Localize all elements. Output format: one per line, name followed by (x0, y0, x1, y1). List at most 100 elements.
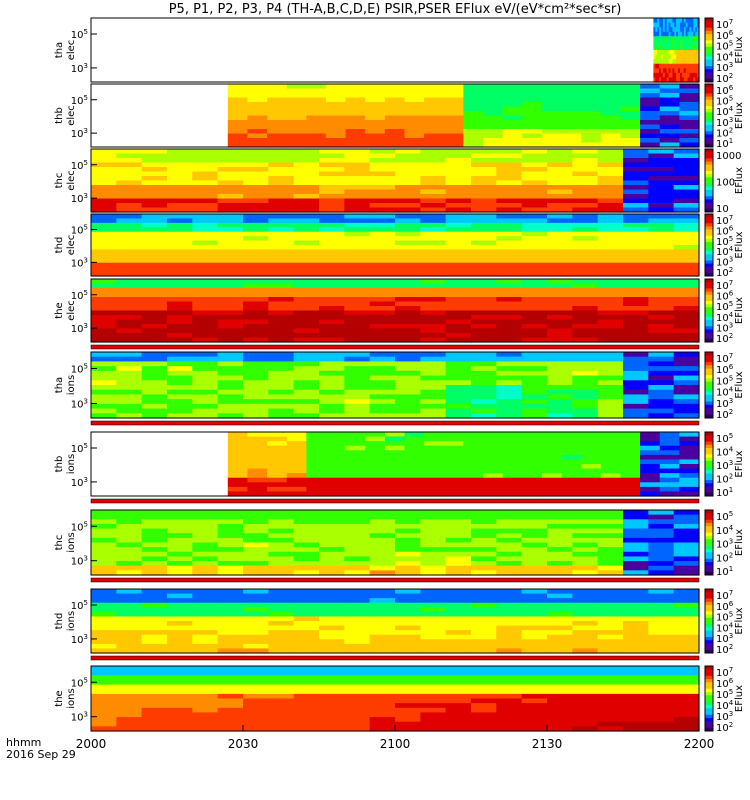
spectrogram-cell (395, 245, 421, 251)
spectrogram-cell (600, 115, 622, 121)
spectrogram-cell (678, 22, 681, 28)
spectrogram-cell (561, 111, 582, 117)
spectrogram-cell (572, 607, 599, 613)
colorbar-segment (705, 568, 713, 573)
spectrogram-cell (572, 262, 599, 268)
spectrogram-cell (648, 510, 675, 516)
spectrogram-cell (167, 721, 193, 727)
spectrogram-cell (600, 84, 622, 90)
spectrogram-cell (541, 482, 563, 488)
spectrogram-cell (547, 408, 573, 414)
panel-ylabel-probe: the (54, 302, 65, 318)
spectrogram-cell (395, 684, 421, 690)
spectrogram-cell (91, 648, 117, 654)
spectrogram-cell (597, 589, 624, 595)
spectrogram-cell (141, 227, 168, 233)
spectrogram-cell (395, 698, 421, 704)
spectrogram-cell (541, 84, 563, 90)
spectrogram-cell (676, 54, 679, 60)
panel-background (91, 18, 699, 82)
spectrogram-cell (597, 510, 624, 516)
colorbar-segment (705, 562, 713, 566)
spectrogram-cell (420, 639, 447, 645)
spectrogram-cell (227, 133, 249, 139)
spectrogram-cell (623, 328, 649, 334)
spectrogram-cell (496, 306, 523, 312)
spectrogram-cell (572, 684, 599, 690)
spectrogram-cell (463, 102, 484, 108)
spectrogram-cell (547, 693, 573, 700)
spectrogram-cell (522, 491, 543, 497)
spectrogram-cell (659, 59, 662, 65)
spectrogram-cell (521, 375, 548, 381)
spectrogram-cell (620, 477, 641, 483)
colorbar-segment (705, 128, 713, 132)
spectrogram-cell (561, 459, 582, 465)
spectrogram-cell (483, 459, 504, 465)
spectrogram-cell (471, 403, 497, 410)
spectrogram-cell (268, 721, 295, 727)
spectrogram-cell (116, 510, 143, 516)
spectrogram-cell (471, 537, 497, 544)
spectrogram-cell (597, 288, 624, 294)
spectrogram-cell (597, 262, 624, 268)
spectrogram-cell (420, 176, 447, 182)
spectrogram-cell (420, 352, 447, 358)
spectrogram-cell (369, 670, 396, 676)
spectrogram-cell (561, 436, 582, 442)
spectrogram-cell (673, 593, 700, 599)
spectrogram-cell (319, 171, 345, 177)
spectrogram-cell (659, 111, 680, 117)
spectrogram-cell (673, 279, 700, 285)
spectrogram-cell (676, 68, 679, 74)
spectrogram-cell (547, 394, 573, 400)
spectrogram-cell (471, 385, 497, 391)
spectrogram-cell (243, 149, 269, 155)
spectrogram-cell (445, 670, 472, 676)
spectrogram-cell (293, 556, 320, 562)
spectrogram-cell (674, 45, 677, 51)
spectrogram-cell (369, 385, 396, 391)
spectrogram-cell (227, 124, 249, 130)
spectrogram-cell (395, 301, 421, 307)
spectrogram-cell (502, 138, 523, 144)
spectrogram-cell (268, 207, 295, 213)
spectrogram-cell (502, 115, 523, 121)
spectrogram-cell (141, 297, 168, 303)
spectrogram-cell (365, 84, 386, 90)
spectrogram-cell (243, 528, 269, 534)
spectrogram-cell (445, 171, 472, 177)
spectrogram-cell (483, 84, 504, 90)
spectrogram-cell (247, 491, 268, 497)
spectrogram-cell (648, 648, 675, 654)
spectrogram-cell (620, 464, 641, 470)
spectrogram-cell (547, 171, 573, 177)
spectrogram-cell (561, 133, 582, 139)
spectrogram-cell (344, 167, 371, 173)
spectrogram-cell (620, 106, 641, 112)
spectrogram-cell (167, 262, 193, 268)
spectrogram-cell (521, 328, 548, 334)
spectrogram-cell (267, 445, 288, 451)
spectrogram-cell (463, 120, 484, 126)
spectrogram-cell (581, 138, 602, 144)
colorbar-segment (705, 21, 713, 25)
spectrogram-cell (384, 97, 406, 103)
spectrogram-cell (395, 542, 421, 548)
spectrogram-cell (657, 63, 660, 69)
spectrogram-cell (483, 441, 504, 447)
spectrogram-cell (91, 167, 117, 173)
colorbar-tick-label: 103 (716, 632, 733, 645)
spectrogram-cell (420, 375, 447, 381)
spectrogram-cell (325, 491, 347, 497)
spectrogram-cell (547, 315, 573, 321)
spectrogram-cell (680, 72, 683, 79)
spectrogram-cell (319, 297, 345, 303)
spectrogram-cell (293, 253, 320, 259)
spectrogram-cell (673, 375, 700, 381)
spectrogram-cell (243, 306, 269, 312)
colorbar-label: EFlux (734, 36, 745, 63)
spectrogram-cell (673, 231, 700, 237)
spectrogram-cell (420, 551, 447, 558)
spectrogram-cell (673, 385, 700, 391)
